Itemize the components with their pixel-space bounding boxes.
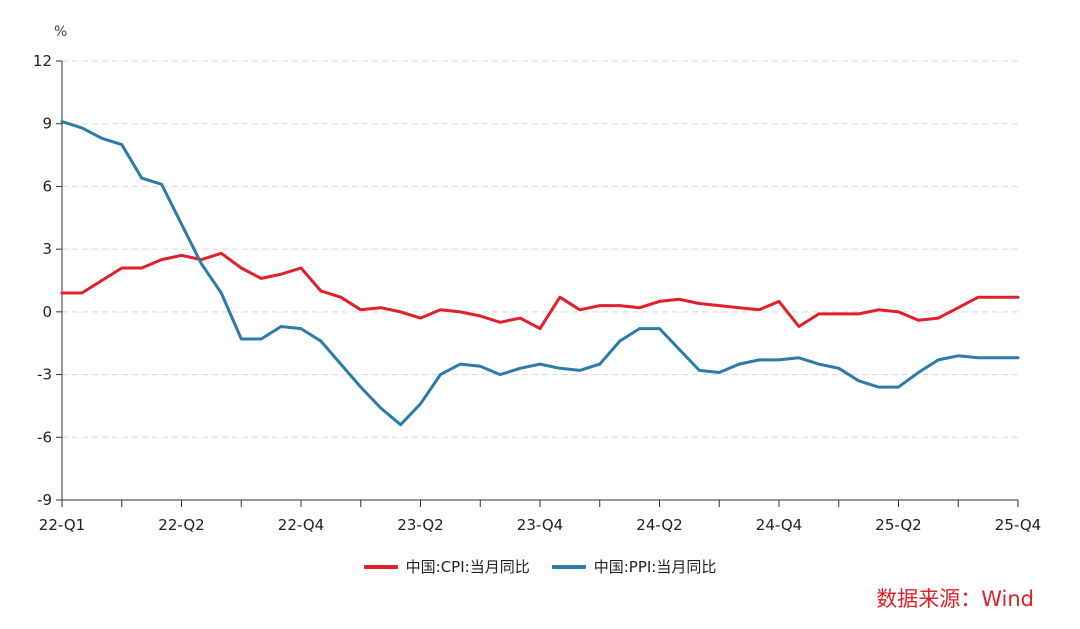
series-line-cpi <box>60 251 1020 331</box>
legend-label-cpi: 中国:CPI:当月同比 <box>405 558 530 576</box>
y-tick-label: 6 <box>42 177 52 195</box>
y-tick-label: -9 <box>37 491 52 509</box>
y-tick-label: 0 <box>42 303 52 321</box>
line-chart: -9 -6 -3 0 3 6 9 12 22-Q1 22-Q2 22-Q4 23-Q2 23-Q4 24-… <box>33 24 1041 534</box>
source-note: 数据来源：Wind <box>876 587 1034 611</box>
x-tick-label: 23-Q4 <box>517 516 563 534</box>
y-tick-label: 3 <box>42 240 52 258</box>
series-lines <box>60 120 1020 427</box>
gridlines <box>62 60 1018 438</box>
x-tick-label: 23-Q2 <box>397 516 443 534</box>
legend: 中国:CPI:当月同比 中国:PPI:当月同比 <box>0 556 1080 577</box>
legend-swatch-ppi <box>551 564 586 569</box>
x-tick-label: 22-Q2 <box>158 516 204 534</box>
legend-swatch-cpi <box>363 564 398 569</box>
x-tick-label: 25-Q2 <box>875 516 921 534</box>
legend-label-ppi: 中国:PPI:当月同比 <box>593 558 717 576</box>
x-tick-label: 25-Q4 <box>995 516 1041 534</box>
y-tick-label: -3 <box>37 366 52 384</box>
tick-labels: -9 -6 -3 0 3 6 9 12 22-Q1 22-Q2 22-Q4 23-Q2 23-Q4 24-… <box>33 52 1041 534</box>
legend-item-cpi: 中国:CPI:当月同比 <box>363 556 530 577</box>
series-line-ppi <box>60 120 1020 427</box>
x-tick-label: 24-Q4 <box>756 516 802 534</box>
x-tick-label: 22-Q1 <box>39 516 85 534</box>
legend-item-ppi: 中国:PPI:当月同比 <box>551 556 717 577</box>
y-tick-label: -6 <box>37 428 52 446</box>
axes <box>56 60 1019 507</box>
x-tick-label: 24-Q2 <box>636 516 682 534</box>
y-tick-label: 12 <box>33 52 52 70</box>
y-tick-label: 9 <box>42 115 52 133</box>
x-tick-label: 22-Q4 <box>278 516 324 534</box>
y-axis-unit: % <box>54 24 67 40</box>
